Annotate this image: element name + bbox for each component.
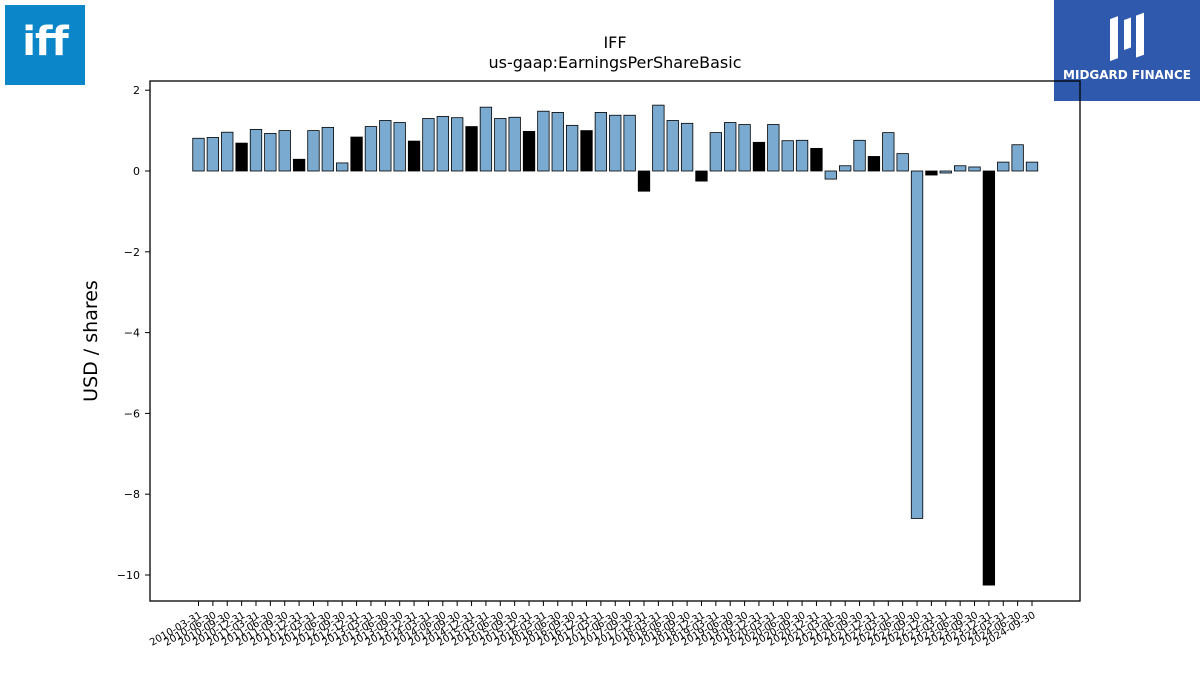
iff-logo-text: iff bbox=[22, 19, 69, 65]
bar-2012-03-31 bbox=[307, 130, 320, 172]
bar-2023-06-30 bbox=[953, 165, 967, 172]
bar-2018-03-31 bbox=[652, 104, 665, 172]
bar-2018-12-31 bbox=[695, 170, 708, 182]
bar-2021-12-31 bbox=[867, 156, 881, 172]
bar-2020-06-30 bbox=[781, 140, 794, 172]
bar-2014-03-31 bbox=[422, 118, 435, 172]
bar-2013-12-31 bbox=[407, 140, 421, 172]
chart-title: IFF bbox=[603, 33, 626, 52]
y-tick-label: −10 bbox=[117, 569, 140, 582]
y-tick-label: −4 bbox=[124, 327, 140, 340]
bar-2014-12-31 bbox=[465, 126, 478, 172]
bar-2013-03-31 bbox=[364, 126, 378, 172]
bar-2011-09-30 bbox=[278, 130, 291, 172]
bar-2010-09-30 bbox=[221, 131, 234, 172]
bar-2011-06-30 bbox=[264, 133, 277, 172]
bar-2012-12-31 bbox=[350, 136, 363, 172]
bar-2010-03-31 bbox=[192, 137, 205, 172]
bar-2024-06-30 bbox=[1011, 144, 1024, 172]
bars-group bbox=[192, 104, 1039, 586]
x-ticks-group: 2010-03-312010-06-302010-09-302010-12-31… bbox=[148, 601, 1038, 649]
bar-2011-03-31 bbox=[249, 128, 263, 172]
bar-2024-09-30 bbox=[1025, 161, 1039, 172]
bar-2022-12-31 bbox=[925, 170, 938, 176]
bar-2019-09-30 bbox=[738, 124, 751, 172]
bar-2023-12-31 bbox=[982, 170, 996, 586]
bar-2014-09-30 bbox=[451, 117, 464, 172]
bar-2015-09-30 bbox=[508, 116, 521, 172]
bar-2017-06-30 bbox=[609, 114, 622, 172]
bar-2022-03-31 bbox=[882, 132, 895, 172]
bar-2022-09-30 bbox=[910, 170, 924, 519]
y-tick-label: −8 bbox=[124, 488, 140, 501]
bar-2020-03-31 bbox=[767, 124, 780, 172]
midgard-finance-logo: MIDGARD FINANCE bbox=[1054, 0, 1200, 101]
bar-2022-06-30 bbox=[896, 153, 909, 172]
y-tick-label: 0 bbox=[133, 165, 140, 178]
y-tick-label: −2 bbox=[124, 246, 140, 259]
bar-2017-12-31 bbox=[637, 170, 651, 192]
bar-2021-09-30 bbox=[853, 139, 866, 172]
bar-2013-06-30 bbox=[379, 120, 392, 172]
bar-2017-09-30 bbox=[623, 114, 636, 172]
bar-2010-06-30 bbox=[206, 137, 220, 172]
bar-2016-09-30 bbox=[565, 124, 579, 172]
bar-2017-03-31 bbox=[594, 112, 608, 172]
bar-2019-12-31 bbox=[752, 141, 766, 172]
bar-2019-06-30 bbox=[724, 122, 737, 172]
bar-2018-09-30 bbox=[680, 122, 694, 172]
bar-2011-12-31 bbox=[292, 158, 306, 172]
bar-2019-03-31 bbox=[709, 132, 722, 172]
bar-2023-09-30 bbox=[968, 166, 981, 172]
chart-subtitle: us-gaap:EarningsPerShareBasic bbox=[488, 53, 741, 72]
bar-2015-06-30 bbox=[494, 118, 507, 172]
bar-2012-09-30 bbox=[336, 162, 349, 172]
bar-2015-12-31 bbox=[522, 131, 536, 172]
bar-2014-06-30 bbox=[436, 116, 449, 172]
bar-2013-09-30 bbox=[393, 122, 406, 172]
midgard-emblem-icon bbox=[1110, 12, 1144, 62]
bar-2021-06-30 bbox=[839, 165, 852, 172]
bar-2020-12-31 bbox=[810, 147, 823, 172]
y-ticks-group: 2 0 −2 −4 −6 −8 −10 bbox=[117, 84, 150, 582]
y-axis-label: USD / shares bbox=[80, 280, 102, 402]
bar-2023-03-31 bbox=[939, 170, 952, 174]
bar-2012-06-30 bbox=[321, 126, 334, 172]
bar-2024-03-31 bbox=[997, 161, 1010, 172]
y-tick-label: −6 bbox=[124, 407, 140, 420]
y-tick-label: 2 bbox=[133, 84, 140, 97]
midgard-logo-text: MIDGARD FINANCE bbox=[1063, 68, 1191, 82]
bar-2010-12-31 bbox=[235, 142, 248, 172]
bar-2020-09-30 bbox=[795, 139, 809, 172]
bar-2015-03-31 bbox=[479, 106, 493, 172]
iff-logo: iff bbox=[5, 5, 85, 85]
bar-2016-06-30 bbox=[551, 112, 564, 172]
bar-2016-03-31 bbox=[537, 110, 550, 172]
bar-2016-12-31 bbox=[580, 130, 593, 172]
bar-2021-03-31 bbox=[824, 170, 837, 180]
bar-2018-06-30 bbox=[666, 120, 679, 172]
